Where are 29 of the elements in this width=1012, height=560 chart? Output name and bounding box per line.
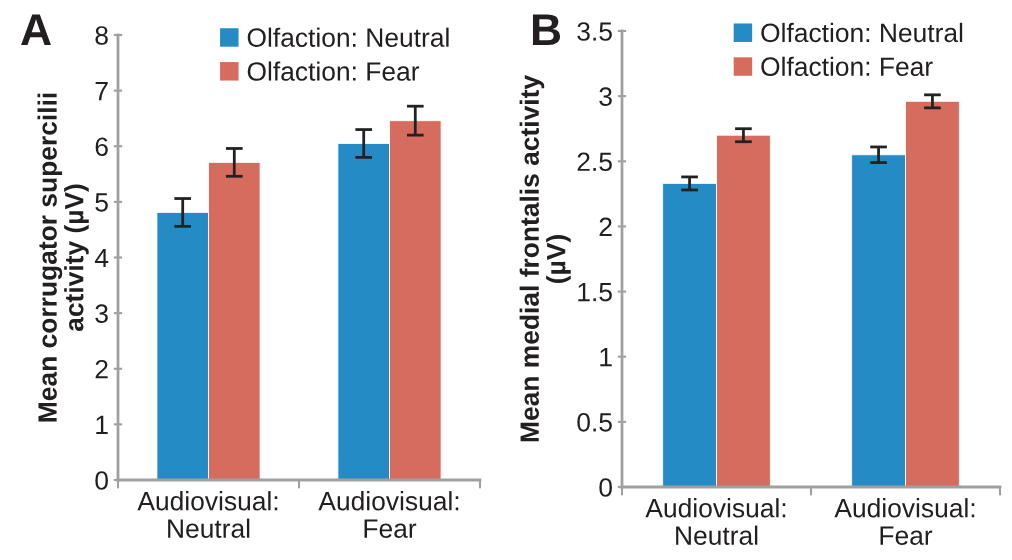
y-tick-label: 3	[599, 87, 612, 106]
text: A	[21, 14, 51, 45]
y-tick-label: 0.5	[577, 412, 612, 432]
y-tick-label: 3	[95, 304, 108, 323]
x-tick-label: Audiovisual: Fear	[318, 491, 459, 538]
x-tick-label: Audiovisual: Neutral	[137, 491, 278, 538]
y-axis-title: Mean corrugator supercilii activity (µV)	[37, 93, 89, 422]
y-tick-label: 0	[599, 478, 612, 497]
y-tick-label: 2.5	[577, 152, 612, 172]
y-axis-title: Mean medial frontalis activity (µV)	[519, 75, 571, 442]
y-tick-label: 3.5	[577, 22, 612, 41]
y-tick-label: 2	[599, 217, 612, 236]
y-tick-label: 1	[600, 348, 612, 367]
legend-label: Olfaction: Fear	[247, 61, 420, 81]
legend-label: Olfaction: Neutral	[247, 27, 449, 47]
y-tick-label: 4	[94, 248, 109, 268]
y-tick-label: 1.5	[578, 282, 612, 302]
y-tick-label: 5	[95, 193, 108, 212]
text: B	[532, 14, 561, 45]
y-tick-label: 8	[95, 26, 108, 45]
legend-label: Olfaction: Fear	[761, 56, 933, 77]
x-tick-label: Audiovisual: Neutral	[645, 498, 786, 545]
y-tick-label: 7	[95, 82, 108, 101]
y-tick-label: 2	[95, 359, 108, 379]
legend-label: Olfaction: Neutral	[761, 22, 963, 43]
y-tick-label: 6	[95, 137, 108, 157]
x-tick-label: Audiovisual: Fear	[834, 498, 975, 545]
y-tick-label: 1	[96, 415, 108, 434]
y-tick-label: 0	[95, 471, 108, 490]
